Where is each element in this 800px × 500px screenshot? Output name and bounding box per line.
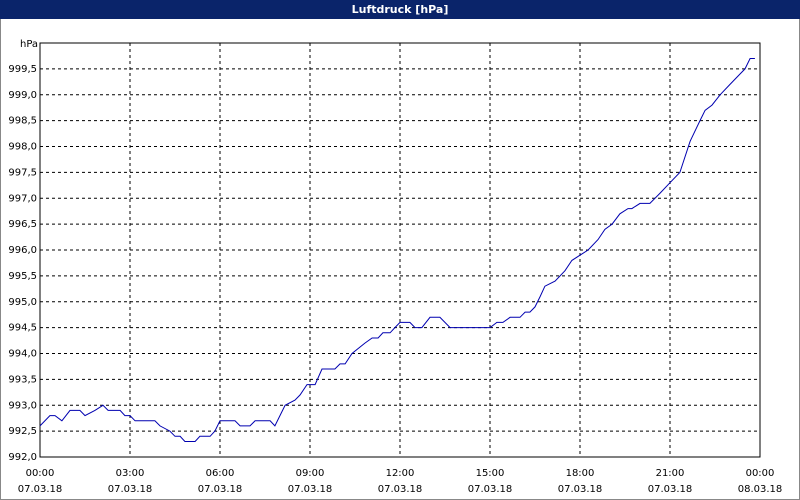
x-tick-label: 03:00: [116, 468, 145, 479]
y-tick-label: 998,0: [8, 142, 37, 153]
x-tick-date: 07.03.18: [558, 484, 603, 495]
x-tick-date: 07.03.18: [18, 484, 63, 495]
y-tick-label: 996,5: [8, 219, 37, 230]
y-axis-label: hPa: [20, 39, 38, 50]
y-tick-label: 996,0: [8, 245, 37, 256]
x-tick-label: 21:00: [656, 468, 685, 479]
y-tick-label: 992,0: [8, 452, 37, 463]
plot-frame: [39, 42, 761, 458]
chart-title: Luftdruck [hPa]: [352, 3, 449, 16]
x-tick-date: 08.03.18: [738, 484, 783, 495]
x-tick-label: 15:00: [476, 468, 505, 479]
x-tick-label: 00:00: [26, 468, 55, 479]
x-tick-date: 07.03.18: [468, 484, 513, 495]
y-tick-label: 999,5: [8, 64, 37, 75]
y-tick-label: 997,0: [8, 193, 37, 204]
y-tick-label: 993,5: [8, 374, 37, 385]
x-tick-date: 07.03.18: [648, 484, 693, 495]
title-bar: [0, 0, 800, 19]
x-tick-date: 07.03.18: [198, 484, 243, 495]
x-tick-date: 07.03.18: [378, 484, 423, 495]
x-tick-label: 00:00: [746, 468, 775, 479]
y-tick-label: 992,5: [8, 426, 37, 437]
y-tick-label: 999,0: [8, 90, 37, 101]
y-tick-label: 993,0: [8, 400, 37, 411]
y-tick-label: 995,0: [8, 297, 37, 308]
y-tick-label: 998,5: [8, 116, 37, 127]
y-tick-label: 994,0: [8, 349, 37, 360]
y-tick-label: 995,5: [8, 271, 37, 282]
data-line: [39, 58, 755, 442]
x-tick-label: 06:00: [206, 468, 235, 479]
x-tick-label: 12:00: [386, 468, 415, 479]
y-tick-label: 997,5: [8, 167, 37, 178]
x-tick-label: 09:00: [296, 468, 325, 479]
x-tick-date: 07.03.18: [288, 484, 333, 495]
y-tick-label: 994,5: [8, 323, 37, 334]
x-tick-label: 18:00: [566, 468, 595, 479]
x-tick-date: 07.03.18: [108, 484, 153, 495]
